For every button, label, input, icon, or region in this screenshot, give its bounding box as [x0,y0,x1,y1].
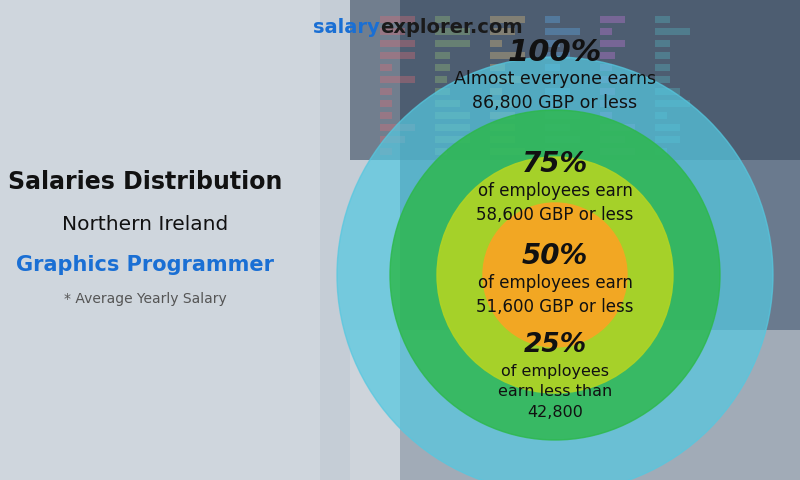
Bar [655,88,690,95]
Text: Graphics Programmer: Graphics Programmer [16,255,274,275]
Text: 75%: 75% [522,150,588,178]
Bar [380,148,415,155]
Bar [380,124,392,131]
Text: explorer.com: explorer.com [380,18,522,37]
Text: Salaries Distribution: Salaries Distribution [8,170,282,194]
Bar [435,148,470,155]
Bar [600,40,615,47]
Bar [655,64,670,71]
Bar [490,148,515,155]
Bar [600,88,625,95]
Bar [435,52,450,59]
Bar [655,100,690,107]
Bar [545,124,560,131]
Bar [655,16,670,23]
Bar [545,100,570,107]
Bar [600,124,612,131]
Bar [545,76,560,83]
Bar [435,40,447,47]
Text: * Average Yearly Salary: * Average Yearly Salary [64,292,226,306]
Bar [655,148,667,155]
Bar [490,40,502,47]
Bar [380,136,405,143]
Text: 25%: 25% [523,332,586,358]
Bar [435,28,460,35]
Bar [380,76,392,83]
Bar [0,0,320,480]
Bar [655,52,680,59]
Bar [490,124,502,131]
Bar [400,0,800,480]
Bar [435,112,447,119]
Bar [655,40,690,47]
Bar [600,52,635,59]
Bar [490,136,515,143]
Text: salary: salary [314,18,380,37]
Bar [545,112,560,119]
Bar [435,88,460,95]
Bar [655,124,667,131]
Bar [435,64,447,71]
Bar [600,64,635,71]
Bar [350,330,800,480]
Circle shape [337,57,773,480]
Bar [380,64,405,71]
Bar [490,88,515,95]
Bar [380,52,415,59]
Bar [435,100,450,107]
Bar [490,52,515,59]
Bar [490,64,505,71]
Bar [490,112,515,119]
Bar [435,16,447,23]
Bar [380,100,395,107]
Bar [0,0,400,480]
Bar [655,136,680,143]
Bar [350,0,800,160]
Bar [600,100,612,107]
Bar [380,88,405,95]
Bar [545,148,557,155]
Bar [380,112,405,119]
Bar [380,28,415,35]
Text: 50%: 50% [522,242,588,270]
Circle shape [437,157,673,393]
Bar [435,124,460,131]
Bar [545,28,560,35]
Circle shape [483,203,627,347]
Circle shape [390,110,720,440]
Bar [545,64,570,71]
Bar [600,136,625,143]
Bar [545,16,557,23]
Bar [600,112,635,119]
Bar [545,40,560,47]
Text: Almost everyone earns
86,800 GBP or less: Almost everyone earns 86,800 GBP or less [454,70,656,112]
Bar [380,40,395,47]
Bar [600,148,615,155]
Bar [545,52,560,59]
Text: of employees earn
58,600 GBP or less: of employees earn 58,600 GBP or less [476,182,634,224]
Bar [380,16,395,23]
Bar [600,16,625,23]
Text: Northern Ireland: Northern Ireland [62,215,228,234]
Bar [600,28,635,35]
Bar [600,76,625,83]
Text: of employees earn
51,600 GBP or less: of employees earn 51,600 GBP or less [476,274,634,316]
Bar [490,16,502,23]
Bar [435,76,460,83]
Bar [490,76,502,83]
Text: of employees
earn less than
42,800: of employees earn less than 42,800 [498,364,612,420]
Bar [490,28,505,35]
Bar [655,76,690,83]
Bar [490,100,502,107]
Bar [545,88,560,95]
Text: 100%: 100% [508,38,602,67]
Bar [655,28,690,35]
Bar [655,112,670,119]
Bar [545,136,570,143]
Bar [435,136,447,143]
